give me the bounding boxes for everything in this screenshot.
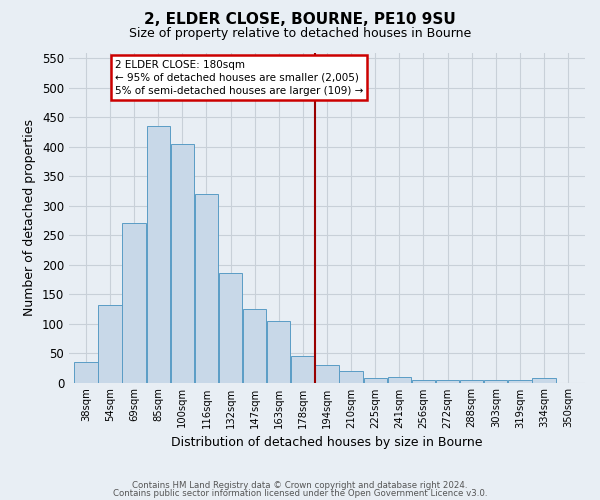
Bar <box>484 380 508 382</box>
Bar <box>340 370 363 382</box>
Bar <box>170 144 194 382</box>
Bar <box>291 356 314 382</box>
Bar <box>146 126 170 382</box>
Bar <box>195 194 218 382</box>
Bar <box>74 362 98 382</box>
Bar <box>436 380 459 382</box>
Bar <box>412 380 435 382</box>
Text: 2, ELDER CLOSE, BOURNE, PE10 9SU: 2, ELDER CLOSE, BOURNE, PE10 9SU <box>144 12 456 28</box>
Bar <box>388 376 411 382</box>
Text: 2 ELDER CLOSE: 180sqm
← 95% of detached houses are smaller (2,005)
5% of semi-de: 2 ELDER CLOSE: 180sqm ← 95% of detached … <box>115 60 363 96</box>
Bar <box>460 380 484 382</box>
Bar <box>532 378 556 382</box>
Bar <box>219 274 242 382</box>
Bar <box>98 304 122 382</box>
Bar <box>364 378 387 382</box>
Bar <box>316 365 338 382</box>
Text: Size of property relative to detached houses in Bourne: Size of property relative to detached ho… <box>129 28 471 40</box>
Y-axis label: Number of detached properties: Number of detached properties <box>23 119 37 316</box>
Bar <box>243 309 266 382</box>
Bar <box>508 380 532 382</box>
Bar <box>122 224 146 382</box>
Bar <box>267 321 290 382</box>
Text: Contains HM Land Registry data © Crown copyright and database right 2024.: Contains HM Land Registry data © Crown c… <box>132 481 468 490</box>
X-axis label: Distribution of detached houses by size in Bourne: Distribution of detached houses by size … <box>171 436 483 449</box>
Text: Contains public sector information licensed under the Open Government Licence v3: Contains public sector information licen… <box>113 489 487 498</box>
